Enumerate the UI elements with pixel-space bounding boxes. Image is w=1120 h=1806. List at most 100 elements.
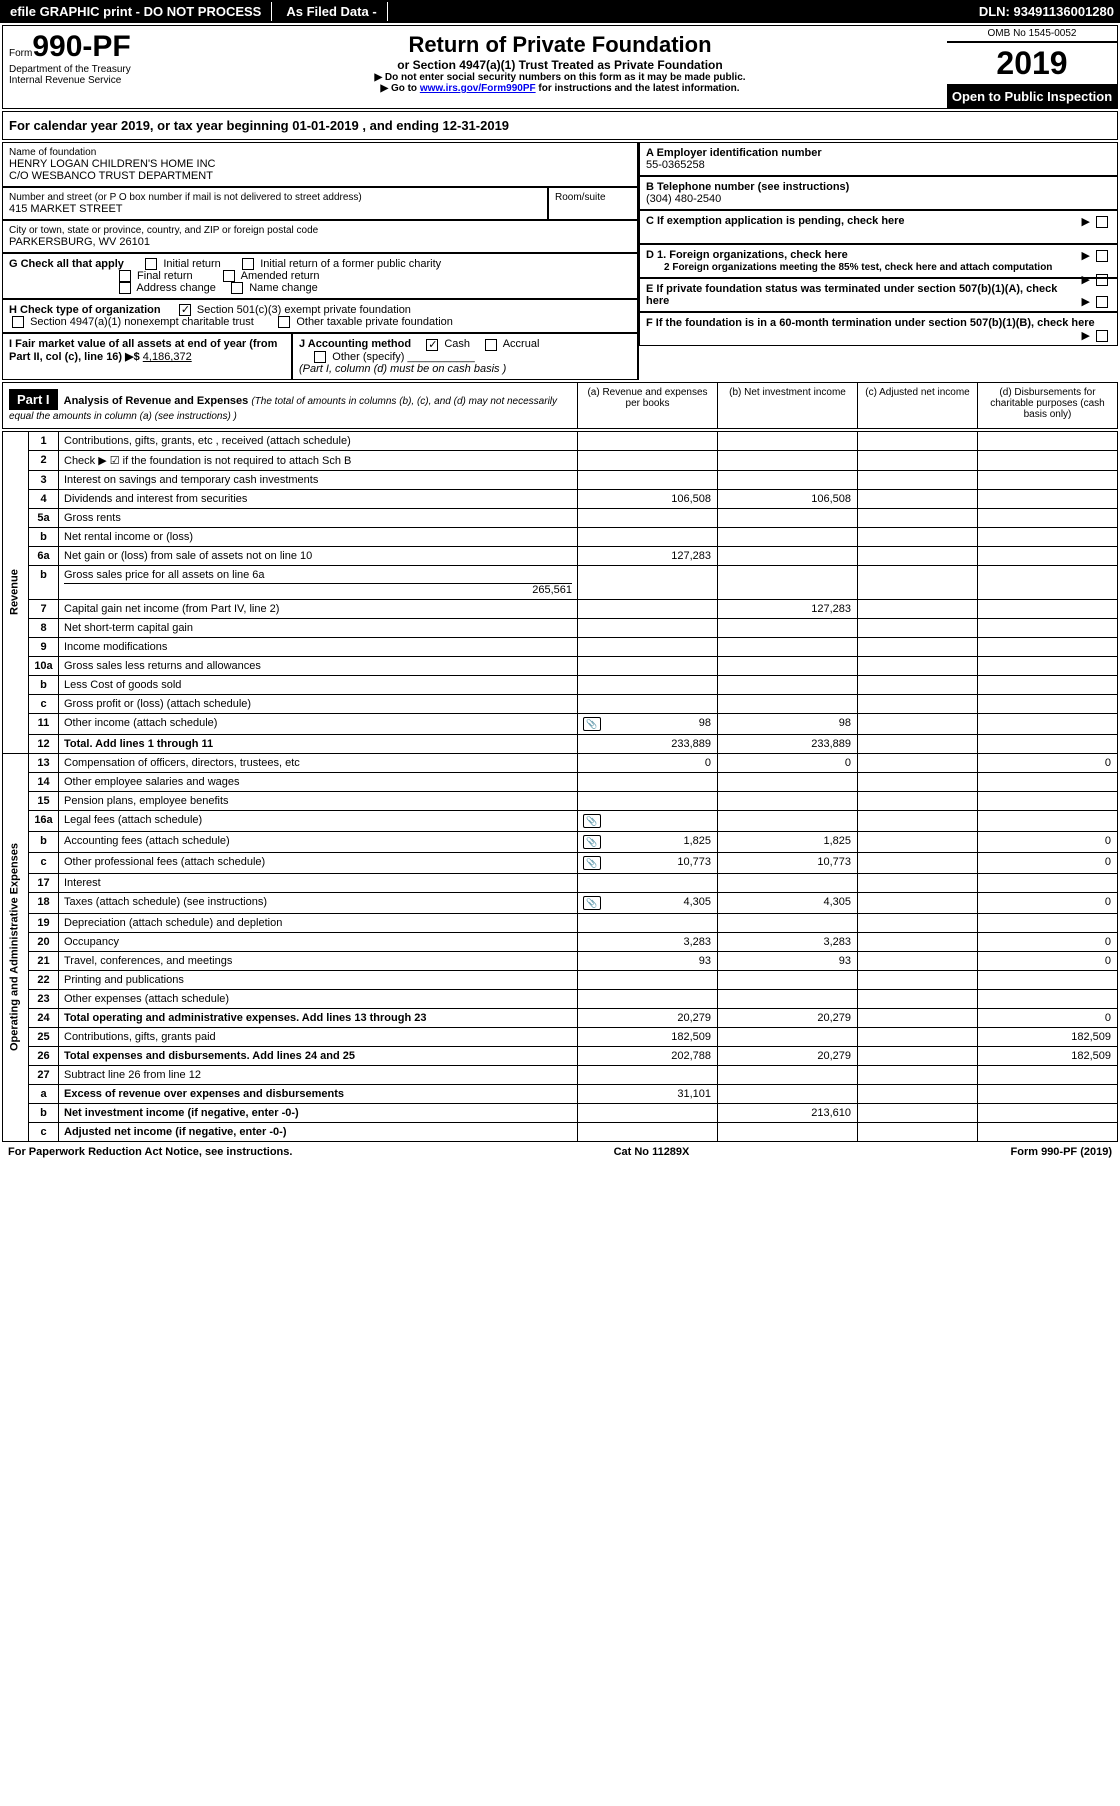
- part1-table: Revenue1Contributions, gifts, grants, et…: [2, 431, 1118, 1142]
- line-number: 25: [29, 1027, 59, 1046]
- col-a-value: 📎10,773: [578, 852, 718, 873]
- col-c-value: [858, 694, 978, 713]
- col-c-value: [858, 1027, 978, 1046]
- section-d1-label: D 1. Foreign organizations, check here: [646, 249, 848, 261]
- line-label: Taxes (attach schedule) (see instruction…: [59, 892, 578, 913]
- col-a-value: [578, 656, 718, 675]
- line-number: 4: [29, 489, 59, 508]
- ssn-warning: ▶ Do not enter social security numbers o…: [179, 72, 941, 83]
- irs-link[interactable]: www.irs.gov/Form990PF: [420, 83, 536, 94]
- table-row: 10aGross sales less returns and allowanc…: [3, 656, 1118, 675]
- col-a-value: 106,508: [578, 489, 718, 508]
- col-a-value: [578, 1122, 718, 1141]
- col-b-value: [718, 873, 858, 892]
- col-b-value: [718, 637, 858, 656]
- line-label: Less Cost of goods sold: [59, 675, 578, 694]
- period-begin: 01-01-2019: [292, 118, 359, 133]
- col-a-value: [578, 989, 718, 1008]
- col-d-value: 182,509: [978, 1046, 1118, 1065]
- col-b-header: (b) Net investment income: [717, 383, 857, 428]
- line-label: Legal fees (attach schedule): [59, 810, 578, 831]
- chk-cash[interactable]: [426, 339, 438, 351]
- col-d-value: [978, 508, 1118, 527]
- attachment-icon[interactable]: 📎: [583, 717, 601, 731]
- chk-d1[interactable]: [1096, 250, 1108, 262]
- col-b-value: [718, 913, 858, 932]
- line-number: 23: [29, 989, 59, 1008]
- col-a-value: 31,101: [578, 1084, 718, 1103]
- table-row: 16aLegal fees (attach schedule)📎: [3, 810, 1118, 831]
- chk-name-change[interactable]: [231, 282, 243, 294]
- tax-year: 2019: [947, 42, 1117, 85]
- chk-e[interactable]: [1096, 296, 1108, 308]
- col-b-value: 1,825: [718, 831, 858, 852]
- col-c-value: [858, 932, 978, 951]
- chk-initial-former[interactable]: [242, 258, 254, 270]
- col-a-value: [578, 431, 718, 450]
- col-a-value: [578, 527, 718, 546]
- line-number: b: [29, 675, 59, 694]
- col-c-value: [858, 810, 978, 831]
- col-a-value: 20,279: [578, 1008, 718, 1027]
- col-a-value: 📎4,305: [578, 892, 718, 913]
- chk-accrual[interactable]: [485, 339, 497, 351]
- col-d-value: [978, 1103, 1118, 1122]
- col-d-value: [978, 810, 1118, 831]
- chk-final-return[interactable]: [119, 270, 131, 282]
- col-a-value: [578, 470, 718, 489]
- line-number: c: [29, 694, 59, 713]
- chk-d2[interactable]: [1096, 274, 1108, 286]
- line-label: Gross profit or (loss) (attach schedule): [59, 694, 578, 713]
- col-a-value: [578, 913, 718, 932]
- page-footer: For Paperwork Reduction Act Notice, see …: [0, 1142, 1120, 1162]
- line-number: 18: [29, 892, 59, 913]
- col-b-value: [718, 431, 858, 450]
- col-b-value: [718, 1027, 858, 1046]
- col-d-value: [978, 772, 1118, 791]
- line-number: 21: [29, 951, 59, 970]
- section-d2-label: 2 Foreign organizations meeting the 85% …: [646, 262, 1052, 273]
- chk-other-taxable[interactable]: [278, 316, 290, 328]
- table-row: 5aGross rents: [3, 508, 1118, 527]
- chk-c[interactable]: [1096, 216, 1108, 228]
- attachment-icon[interactable]: 📎: [583, 835, 601, 849]
- col-b-value: 98: [718, 713, 858, 734]
- col-a-value: [578, 508, 718, 527]
- line-label: Accounting fees (attach schedule): [59, 831, 578, 852]
- col-c-value: [858, 734, 978, 753]
- table-row: 12Total. Add lines 1 through 11233,88923…: [3, 734, 1118, 753]
- chk-amended-return[interactable]: [223, 270, 235, 282]
- part1-header: Part I Analysis of Revenue and Expenses …: [2, 382, 1118, 429]
- table-row: 24Total operating and administrative exp…: [3, 1008, 1118, 1027]
- attachment-icon[interactable]: 📎: [583, 856, 601, 870]
- chk-501c3[interactable]: [179, 304, 191, 316]
- col-d-value: [978, 656, 1118, 675]
- col-c-value: [858, 1008, 978, 1027]
- col-a-value: 127,283: [578, 546, 718, 565]
- col-a-value: 233,889: [578, 734, 718, 753]
- col-a-value: [578, 1103, 718, 1122]
- col-d-value: 0: [978, 892, 1118, 913]
- chk-initial-return[interactable]: [145, 258, 157, 270]
- line-number: 1: [29, 431, 59, 450]
- table-row: 25Contributions, gifts, grants paid182,5…: [3, 1027, 1118, 1046]
- attachment-icon[interactable]: 📎: [583, 896, 601, 910]
- chk-f[interactable]: [1096, 330, 1108, 342]
- attachment-icon[interactable]: 📎: [583, 814, 601, 828]
- table-row: bGross sales price for all assets on lin…: [3, 565, 1118, 599]
- chk-address-change[interactable]: [119, 282, 131, 294]
- col-d-value: [978, 694, 1118, 713]
- col-c-value: [858, 1084, 978, 1103]
- col-a-value: [578, 970, 718, 989]
- line-number: 12: [29, 734, 59, 753]
- chk-4947[interactable]: [12, 316, 24, 328]
- section-c-label: C If exemption application is pending, c…: [646, 215, 905, 227]
- col-b-value: [718, 989, 858, 1008]
- phone-value: (304) 480-2540: [646, 193, 721, 205]
- col-c-value: [858, 637, 978, 656]
- line-label: Compensation of officers, directors, tru…: [59, 753, 578, 772]
- col-d-value: [978, 791, 1118, 810]
- col-c-value: [858, 1046, 978, 1065]
- chk-other-method[interactable]: [314, 351, 326, 363]
- table-row: Revenue1Contributions, gifts, grants, et…: [3, 431, 1118, 450]
